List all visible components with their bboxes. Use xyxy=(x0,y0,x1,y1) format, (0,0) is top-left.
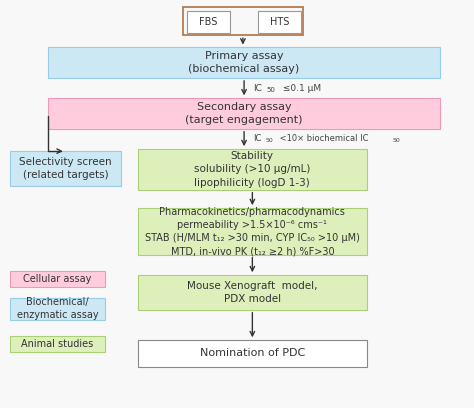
FancyBboxPatch shape xyxy=(48,98,440,129)
Text: Animal studies: Animal studies xyxy=(21,339,93,349)
FancyBboxPatch shape xyxy=(48,47,440,78)
FancyBboxPatch shape xyxy=(138,275,367,310)
Text: IC: IC xyxy=(254,84,263,93)
FancyBboxPatch shape xyxy=(187,11,230,33)
FancyBboxPatch shape xyxy=(10,297,105,320)
FancyBboxPatch shape xyxy=(138,149,367,190)
Text: Cellular assay: Cellular assay xyxy=(23,274,91,284)
FancyBboxPatch shape xyxy=(10,336,105,353)
Text: IC: IC xyxy=(254,135,262,144)
Text: Biochemical/
enzymatic assay: Biochemical/ enzymatic assay xyxy=(17,297,98,320)
FancyBboxPatch shape xyxy=(10,271,105,287)
FancyBboxPatch shape xyxy=(138,208,367,255)
FancyBboxPatch shape xyxy=(258,11,301,33)
Text: Secondary assay
(target engagement): Secondary assay (target engagement) xyxy=(185,102,303,125)
Text: Selectivity screen
(related targets): Selectivity screen (related targets) xyxy=(19,157,112,180)
Text: 50: 50 xyxy=(267,87,276,93)
Text: ≤0.1 μM: ≤0.1 μM xyxy=(280,84,320,93)
FancyBboxPatch shape xyxy=(138,340,367,367)
Text: Nomination of PDC: Nomination of PDC xyxy=(200,348,305,359)
Text: <10× biochemical IC: <10× biochemical IC xyxy=(277,135,369,144)
Text: 50: 50 xyxy=(393,138,401,144)
Text: Pharmacokinetics/pharmacodynamics
permeability >1.5×10⁻⁶ cms⁻¹
STAB (H/MLM t₁₂ >: Pharmacokinetics/pharmacodynamics permea… xyxy=(145,206,360,256)
Text: Stability
solubility (>10 μg/mL)
lipophilicity (logD 1-3): Stability solubility (>10 μg/mL) lipophi… xyxy=(194,151,310,188)
FancyBboxPatch shape xyxy=(10,151,121,186)
Text: Mouse Xenograft  model,
PDX model: Mouse Xenograft model, PDX model xyxy=(187,281,318,304)
Text: HTS: HTS xyxy=(270,17,289,27)
Text: 50: 50 xyxy=(265,138,273,144)
Text: Primary assay
(biochemical assay): Primary assay (biochemical assay) xyxy=(189,51,300,74)
Text: FBS: FBS xyxy=(200,17,218,27)
